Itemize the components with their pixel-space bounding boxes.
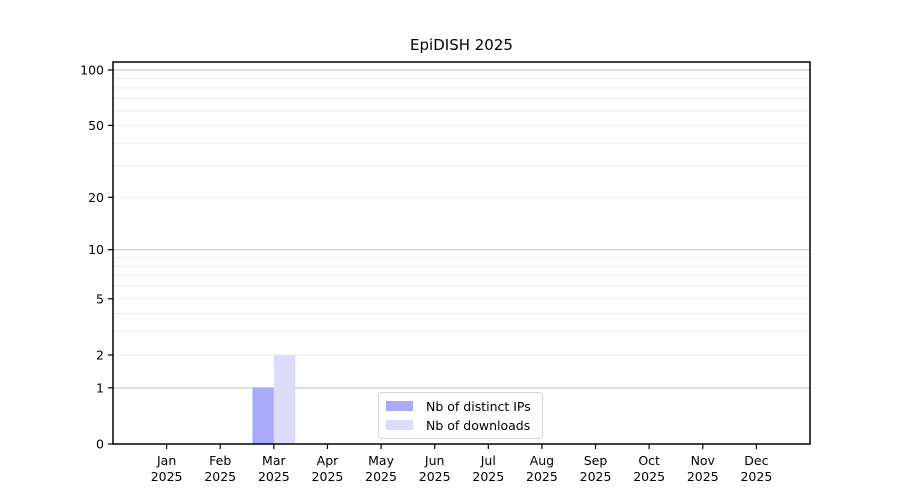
y-tick-label: 20 <box>88 190 104 205</box>
x-tick-label-month: Jan <box>156 453 176 468</box>
legend-label-distinct-ips: Nb of distinct IPs <box>426 398 531 414</box>
y-tick-label: 2 <box>96 347 104 362</box>
x-tick-label-month: Apr <box>317 453 339 468</box>
y-tick-label: 50 <box>88 118 104 133</box>
x-tick-label-month: Jul <box>480 453 496 468</box>
legend-label-downloads: Nb of downloads <box>426 417 531 433</box>
x-tick-label-year: 2025 <box>526 469 558 484</box>
x-tick-label-year: 2025 <box>365 469 397 484</box>
x-tick-label-month: Aug <box>530 453 554 468</box>
y-tick-label: 1 <box>96 380 104 395</box>
x-tick-label-month: Jun <box>424 453 445 468</box>
x-tick-label-month: Nov <box>691 453 716 468</box>
x-tick-label-year: 2025 <box>687 469 719 484</box>
y-tick-label: 0 <box>96 437 104 452</box>
x-tick-label-year: 2025 <box>419 469 451 484</box>
x-tick-label-year: 2025 <box>151 469 183 484</box>
y-tick-label: 5 <box>96 291 104 306</box>
x-tick-label-month: Feb <box>209 453 231 468</box>
legend-item-downloads: Nb of downloads <box>386 416 531 434</box>
legend-item-distinct-ips: Nb of distinct IPs <box>386 397 531 415</box>
plot-frame <box>112 61 811 445</box>
bar-mar-s1 <box>273 354 296 444</box>
x-tick-label-year: 2025 <box>312 469 344 484</box>
x-tick-label-year: 2025 <box>204 469 236 484</box>
x-tick-label-year: 2025 <box>740 469 772 484</box>
bar-mar-s0 <box>252 387 274 444</box>
x-tick-label-year: 2025 <box>258 469 290 484</box>
x-tick-label-month: Mar <box>262 453 286 468</box>
x-tick-label-month: Sep <box>584 453 608 468</box>
x-tick-label-month: May <box>368 453 394 468</box>
x-tick-label-month: Dec <box>744 453 768 468</box>
x-tick-label-year: 2025 <box>472 469 504 484</box>
x-tick-label-year: 2025 <box>580 469 612 484</box>
x-tick-label-month: Oct <box>638 453 660 468</box>
chart-title: EpiDISH 2025 <box>410 36 513 54</box>
legend: Nb of distinct IPs Nb of downloads <box>378 392 543 439</box>
legend-swatch-downloads <box>386 420 413 430</box>
x-tick-label-year: 2025 <box>633 469 665 484</box>
y-tick-label: 100 <box>80 63 104 78</box>
legend-swatch-distinct-ips <box>386 401 413 411</box>
y-tick-label: 10 <box>88 242 104 257</box>
